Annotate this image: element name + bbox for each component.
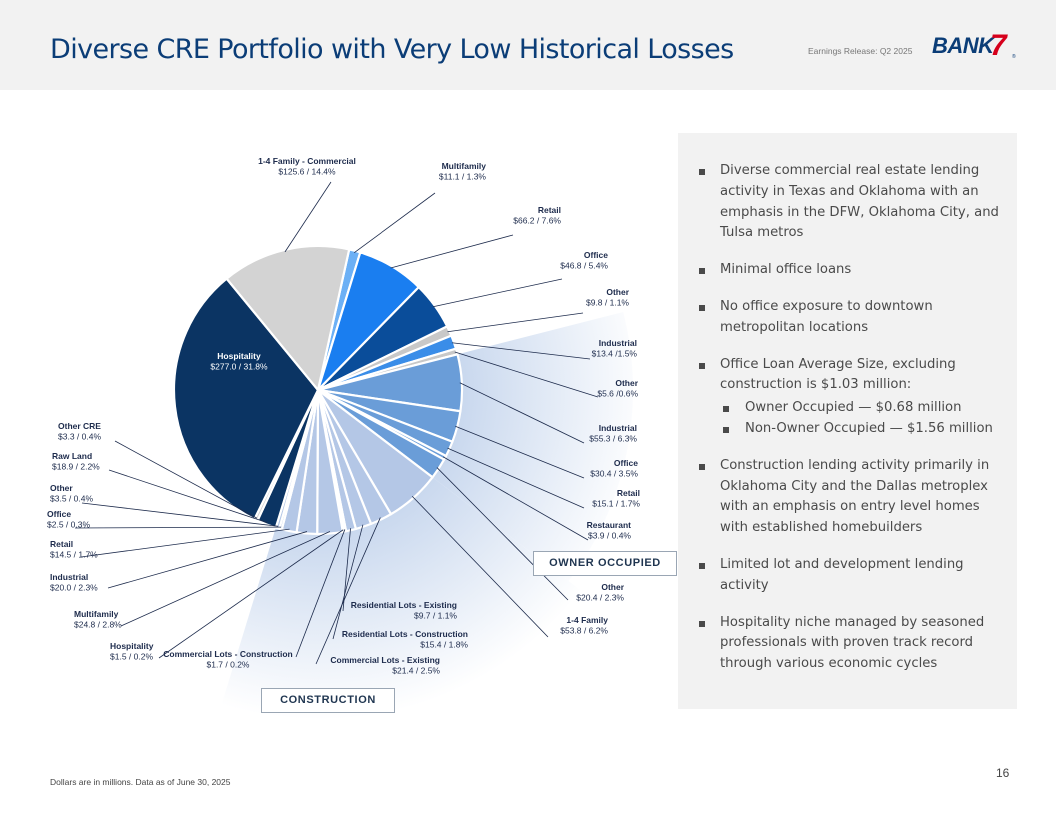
bank7-logo: BANK 7 ® [932, 29, 1016, 63]
slice-label: Multifamily $24.8 / 2.8% [74, 609, 122, 630]
slice-label: Raw Land $18.9 / 2.2% [52, 451, 100, 472]
leader-line [411, 495, 549, 638]
slice-label: Office $2.5 / 0.3% [47, 509, 90, 530]
leader-line [432, 278, 563, 308]
slice-label: Residential Lots - Construction $15.4 / 1… [342, 629, 469, 650]
leader-line [315, 517, 381, 665]
slice-label: Office $46.8 / 5.4% [560, 250, 608, 271]
slice-label: 1-4 Family - Commercial $125.6 / 14.4% [258, 156, 356, 177]
leader-line [108, 469, 268, 523]
footnote: Dollars are in millions. Data as of June… [50, 777, 231, 787]
slice-label: Commercial Lots - Existing $21.4 / 2.5% [330, 655, 440, 676]
sub-bullet-item: Non-Owner Occupied — $1.56 million [720, 419, 1003, 440]
slice-label: Other $20.4 / 2.3% [576, 582, 624, 603]
leader-line [284, 181, 332, 253]
slice-label: Retail $15.1 / 1.7% [592, 488, 640, 509]
slice-label: Industrial $13.4 /1.5% [592, 338, 638, 359]
sub-bullet-item: Owner Occupied — $0.68 million [720, 398, 1003, 419]
bullet-item: Construction lending activity primarily … [698, 456, 1003, 539]
leader-line [107, 531, 308, 589]
pie-slice [172, 277, 320, 521]
leader-line [436, 467, 569, 601]
construction-label: CONSTRUCTION [261, 688, 395, 713]
logo-registered-mark: ® [1012, 54, 1016, 60]
slice-label: Industrial $20.0 / 2.3% [50, 572, 98, 593]
slice-label: Hospitality $277.0 / 31.8% [210, 351, 268, 372]
slice-label: Residential Lots - Existing $9.7 / 1.1% [351, 600, 458, 621]
pie-slice [225, 244, 351, 392]
bullet-item: Minimal office loans [698, 260, 1003, 281]
owner-occupied-label: OWNER OCCUPIED [533, 551, 677, 576]
page-title: Diverse CRE Portfolio with Very Low Hist… [50, 34, 734, 65]
leader-line [447, 447, 585, 509]
bullet-item-office-loan-size: Office Loan Average Size, excluding cons… [698, 355, 1003, 440]
slice-label: Retail $66.2 / 7.6% [513, 205, 561, 226]
bullet-text: Office Loan Average Size, excluding cons… [720, 356, 956, 393]
bullet-item: Diverse commercial real estate lending a… [698, 161, 1003, 244]
leader-line [459, 382, 585, 444]
leader-line [81, 502, 279, 527]
logo-seven: 7 [990, 29, 1007, 62]
leader-line [443, 456, 589, 541]
slice-label: Hospitality $1.5 / 0.2% [110, 641, 154, 662]
key-points-list: Diverse commercial real estate lending a… [698, 161, 1003, 691]
page-number: 16 [996, 766, 1010, 780]
leader-line [74, 526, 282, 529]
slice-label: Industrial $55.3 / 6.3% [589, 423, 637, 444]
cre-portfolio-pie-chart: Multifamily $11.1 / 1.3% Retail $66.2 / 7.6… [47, 156, 640, 720]
slice-label: Other $5.6 /0.6% [597, 378, 638, 399]
leader-line [120, 531, 331, 627]
slice-label: Office $30.4 / 3.5% [590, 458, 638, 479]
leader-line [455, 425, 585, 479]
header-bar: Diverse CRE Portfolio with Very Low Hist… [0, 0, 1056, 90]
leader-line [80, 528, 290, 558]
bullet-item: Hospitality niche managed by seasoned pr… [698, 613, 1003, 675]
office-loan-sub-list: Owner Occupied — $0.68 million Non-Owner… [720, 398, 1003, 440]
leader-line [295, 529, 346, 658]
slice-label: 1-4 Family $53.8 / 6.2% [560, 615, 608, 636]
leader-line [158, 529, 344, 659]
bullet-item: Limited lot and development lending acti… [698, 555, 1003, 597]
key-points-panel: Diverse commercial real estate lending a… [678, 133, 1017, 709]
leader-line [451, 342, 591, 360]
leader-line [390, 234, 514, 269]
bullet-item: No office exposure to downtown metropoli… [698, 297, 1003, 339]
slice-label: Other CRE $3.3 / 0.4% [58, 421, 101, 442]
slice-label: Restaurant $3.9 / 0.4% [587, 520, 632, 541]
slice-label: Other $9.8 / 1.1% [586, 287, 630, 308]
leader-line [342, 528, 351, 612]
leader-line [114, 440, 257, 519]
leader-line [454, 351, 599, 398]
slice-label: Other $3.5 / 0.4% [50, 483, 93, 504]
earnings-release-label: Earnings Release: Q2 2025 [808, 46, 913, 56]
leader-line [332, 524, 364, 640]
slice-label: Commercial Lots - Construction $1.7 / 0.2… [163, 649, 292, 670]
logo-text: BANK [932, 33, 994, 58]
slice-label: Retail $14.5 / 1.7% [50, 539, 98, 560]
slice-label: Multifamily $11.1 / 1.3% [439, 161, 487, 182]
leader-line [354, 192, 436, 254]
leader-line [447, 312, 584, 333]
